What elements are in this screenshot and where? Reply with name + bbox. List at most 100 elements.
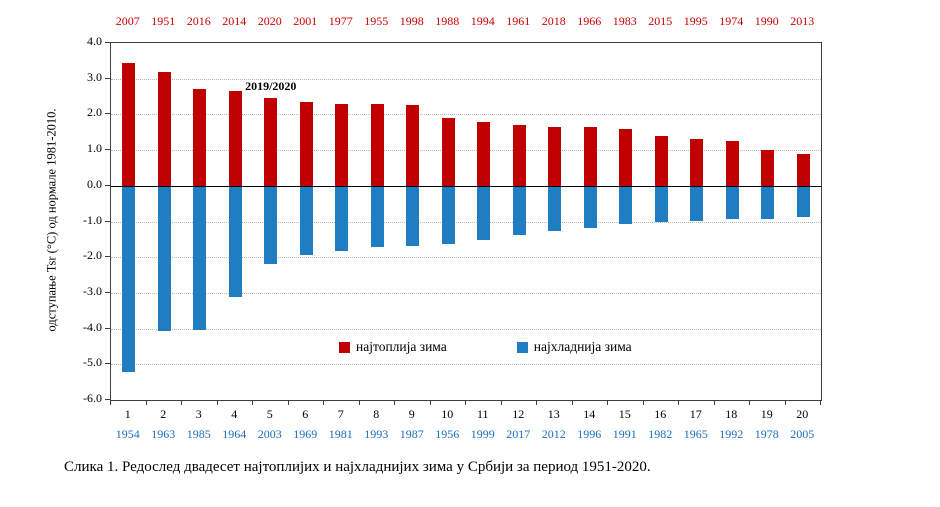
y-tick-label: 2.0 [58,105,102,120]
rank-label: 9 [392,407,432,422]
warm-year-label: 2020 [250,14,290,29]
warm-year-label: 2007 [108,14,148,29]
bar-cold-1978 [761,187,774,219]
y-tick-label: -1.0 [58,213,102,228]
warm-year-label: 1990 [747,14,787,29]
rank-label: 10 [427,407,467,422]
warm-series-swatch-icon [339,342,350,353]
cold-year-label: 1981 [321,427,361,442]
x-tick-mark [785,401,786,405]
rank-label: 17 [676,407,716,422]
bar-cold-2005 [797,187,810,217]
rank-label: 6 [285,407,325,422]
bar-warm-1961 [513,125,526,186]
bar-warm-2018 [548,127,561,186]
bar-cold-1991 [619,187,632,224]
bar-warm-1966 [584,127,597,186]
plot-area: 2019/2020 најтоплија зима најхладнија зи… [110,42,822,401]
cold-year-label: 1978 [747,427,787,442]
bar-warm-1983 [619,129,632,186]
figure-caption: Слика 1. Редослед двадесет најтоплијих и… [64,459,651,476]
cold-year-label: 1954 [108,427,148,442]
bar-cold-2012 [548,187,561,232]
bar-cold-1965 [690,187,703,221]
bar-warm-1988 [442,118,455,186]
rank-label: 11 [463,407,503,422]
bar-warm-2001 [300,102,313,186]
bar-cold-1963 [158,187,171,332]
cold-year-label: 1956 [427,427,467,442]
bar-cold-1992 [726,187,739,219]
cold-year-label: 2017 [498,427,538,442]
y-tick-label: -5.0 [58,355,102,370]
y-tick-label: 3.0 [58,70,102,85]
warm-year-label: 1961 [498,14,538,29]
cold-year-label: 2005 [782,427,822,442]
rank-label: 12 [498,407,538,422]
warm-year-label: 1955 [356,14,396,29]
warm-year-label: 2014 [214,14,254,29]
cold-year-label: 1964 [214,427,254,442]
bar-cold-1993 [371,187,384,248]
legend-item-warmest: најтоплија зима [339,339,447,355]
x-tick-mark [394,401,395,405]
cold-year-label: 2003 [250,427,290,442]
bar-warm-2013 [797,154,810,186]
cold-year-label: 1996 [569,427,609,442]
warm-year-label: 1995 [676,14,716,29]
bar-warm-1974 [726,141,739,186]
y-tick-label: 4.0 [58,34,102,49]
legend-label-warmest: најтоплија зима [356,339,447,355]
bar-cold-2003 [264,187,277,264]
bar-cold-1982 [655,187,668,223]
cold-year-label: 1985 [179,427,219,442]
bar-cold-1987 [406,187,419,246]
cold-year-label: 1991 [605,427,645,442]
x-tick-mark [110,401,111,405]
warm-year-label: 1977 [321,14,361,29]
x-tick-mark [643,401,644,405]
rank-label: 13 [534,407,574,422]
x-tick-mark [678,401,679,405]
bar-warm-1995 [690,139,703,185]
y-tick-label: -4.0 [58,320,102,335]
chart-legend: најтоплија зима најхладнија зима [339,339,632,355]
cold-year-label: 1999 [463,427,503,442]
bar-warm-2007 [122,63,135,186]
warm-year-label: 2013 [782,14,822,29]
bar-cold-1981 [335,187,348,251]
rank-label: 4 [214,407,254,422]
x-tick-mark [572,401,573,405]
bar-warm-2015 [655,136,668,186]
cold-series-swatch-icon [517,342,528,353]
warm-year-label: 1974 [711,14,751,29]
rank-label: 14 [569,407,609,422]
cold-year-label: 1992 [711,427,751,442]
figure-page: 2007195120162014202020011977195519981988… [0,0,940,507]
rank-label: 7 [321,407,361,422]
winters-ranking-chart: 2007195120162014202020011977195519981988… [0,0,940,452]
bar-cold-1985 [193,187,206,330]
warm-year-label: 2001 [285,14,325,29]
bar-warm-1977 [335,104,348,186]
bar-warm-1994 [477,122,490,186]
cold-year-label: 1987 [392,427,432,442]
x-tick-mark [217,401,218,405]
bar-warm-2020 [264,98,277,185]
rank-label: 2 [143,407,183,422]
warm-year-label: 1983 [605,14,645,29]
warm-year-label: 1951 [143,14,183,29]
bar-warm-1955 [371,104,384,186]
x-tick-mark [146,401,147,405]
bar-warm-1951 [158,72,171,186]
warm-year-label: 2016 [179,14,219,29]
x-tick-mark [359,401,360,405]
rank-label: 18 [711,407,751,422]
rank-label: 3 [179,407,219,422]
x-tick-mark [288,401,289,405]
cold-year-label: 1993 [356,427,396,442]
cold-year-label: 1965 [676,427,716,442]
x-tick-mark [430,401,431,405]
warm-year-label: 1988 [427,14,467,29]
bar-warm-1990 [761,150,774,186]
